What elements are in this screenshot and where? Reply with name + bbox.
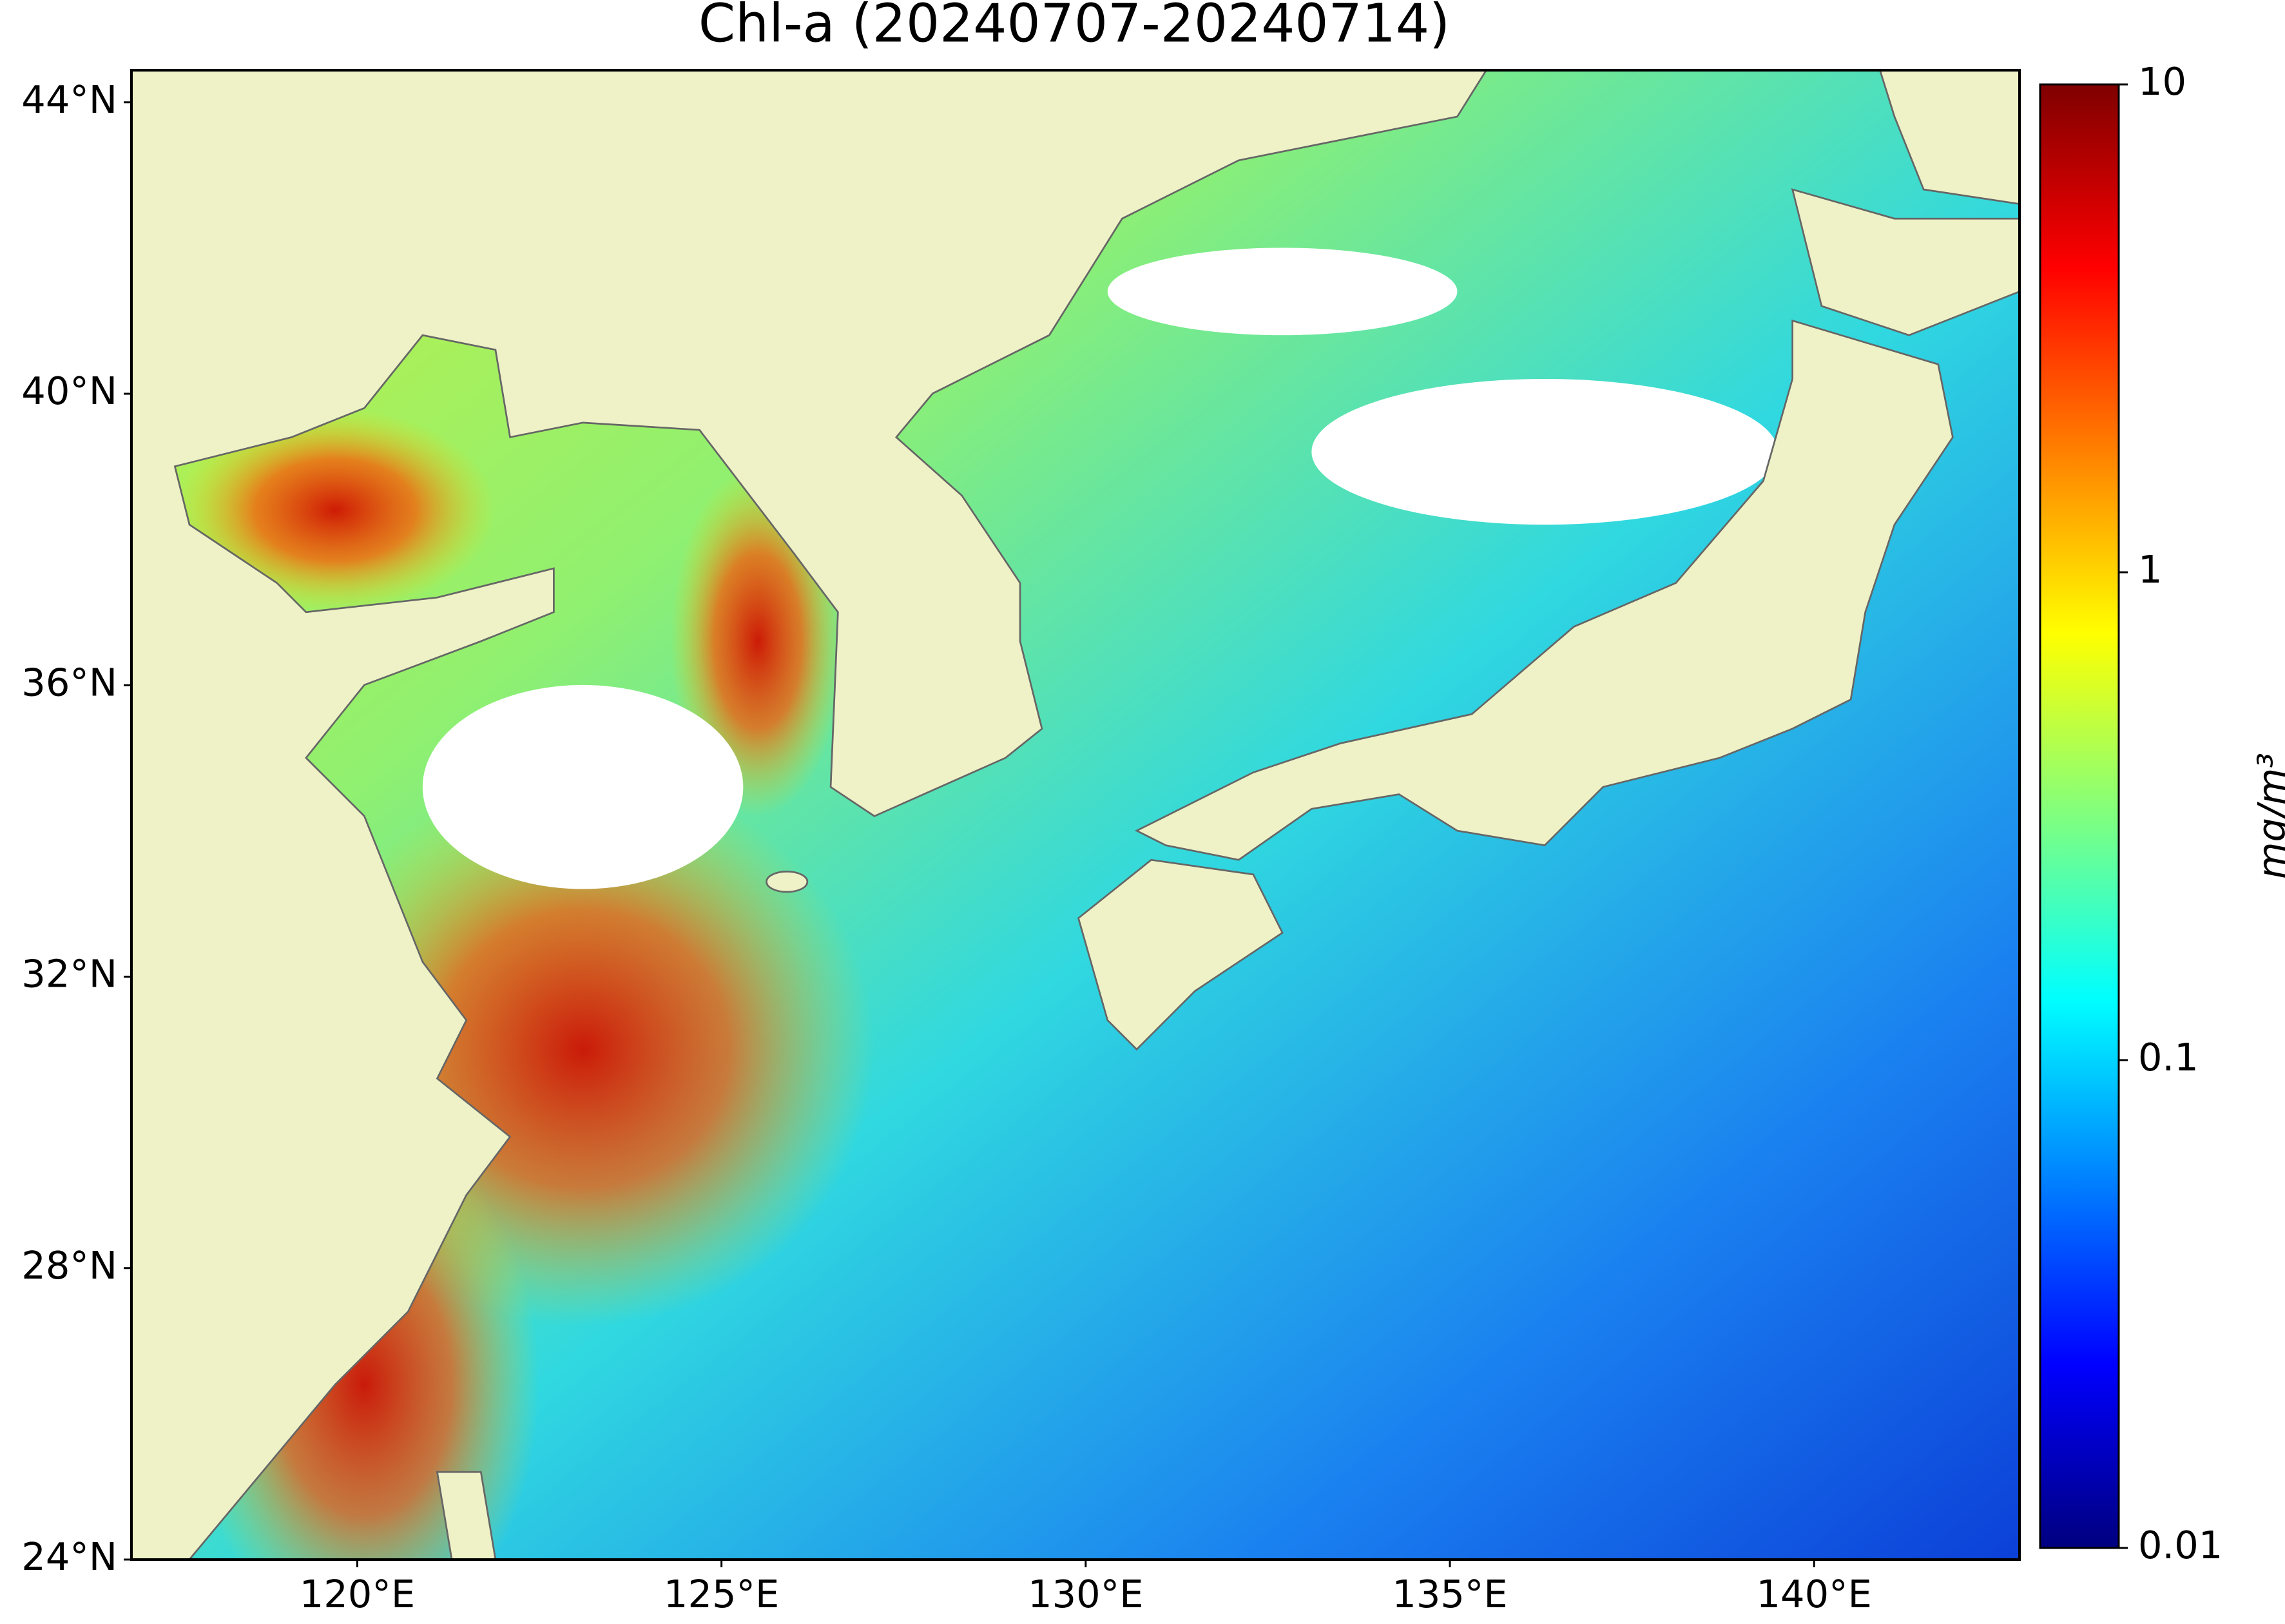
map-area (131, 70, 2020, 1560)
colorbar-tick-label: 1 (2138, 547, 2163, 592)
y-tick-label: 24°N (21, 1534, 117, 1579)
colorbar-tick-label: 0.01 (2138, 1523, 2222, 1567)
x-tick-label: 140°E (1757, 1572, 1872, 1616)
map-title: Chl-a (20240707-20240714) (699, 0, 1450, 54)
y-tick-label: 44°N (21, 77, 117, 122)
x-tick-label: 125°E (664, 1572, 779, 1616)
x-tick-label: 135°E (1392, 1572, 1507, 1616)
y-tick-label: 36°N (21, 660, 117, 704)
colorbar-tick-label: 0.1 (2138, 1035, 2199, 1079)
x-tick-label: 120°E (300, 1572, 415, 1616)
colorbar-label: mg/m³ (2250, 753, 2285, 879)
colorbar-tick-label: 10 (2138, 59, 2186, 104)
y-tick-label: 40°N (21, 369, 117, 413)
y-tick-label: 32°N (21, 952, 117, 996)
colorbar (2039, 83, 2120, 1549)
y-tick-label: 28°N (21, 1243, 117, 1288)
map-frame (130, 69, 2021, 1561)
x-tick-label: 130°E (1028, 1572, 1143, 1616)
